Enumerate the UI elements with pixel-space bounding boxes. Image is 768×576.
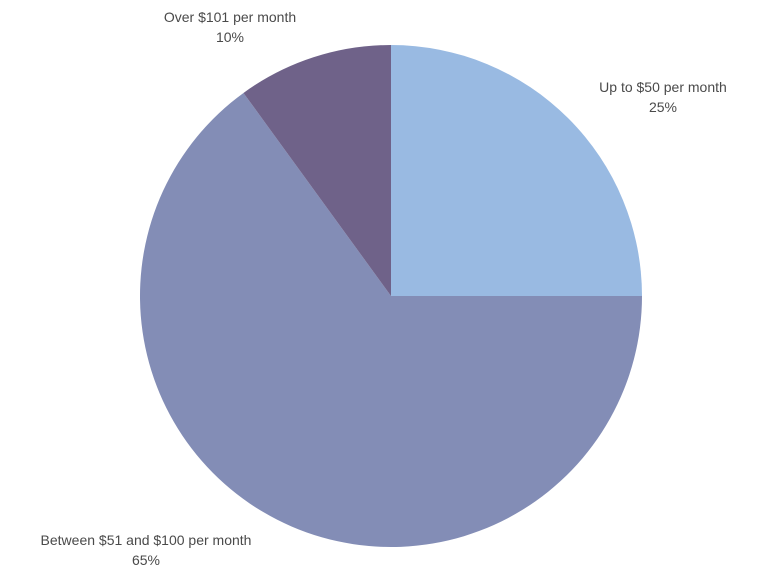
pie-slice-1 bbox=[391, 45, 642, 296]
pie-slices bbox=[140, 45, 643, 548]
slice-label-1: Up to $50 per month bbox=[599, 79, 727, 95]
pie-slice-2 bbox=[140, 92, 643, 548]
pie-slice-3 bbox=[243, 45, 391, 296]
slice-value-label-1: 25% bbox=[649, 99, 677, 115]
slice-value-label-2: 65% bbox=[132, 552, 160, 568]
slice-label-3: Over $101 per month bbox=[164, 9, 296, 25]
slice-label-2: Between $51 and $100 per month bbox=[41, 532, 252, 548]
slice-value-label-3: 10% bbox=[216, 29, 244, 45]
pie-labels: Up to $50 per month 25% Between $51 and $1… bbox=[41, 9, 727, 568]
